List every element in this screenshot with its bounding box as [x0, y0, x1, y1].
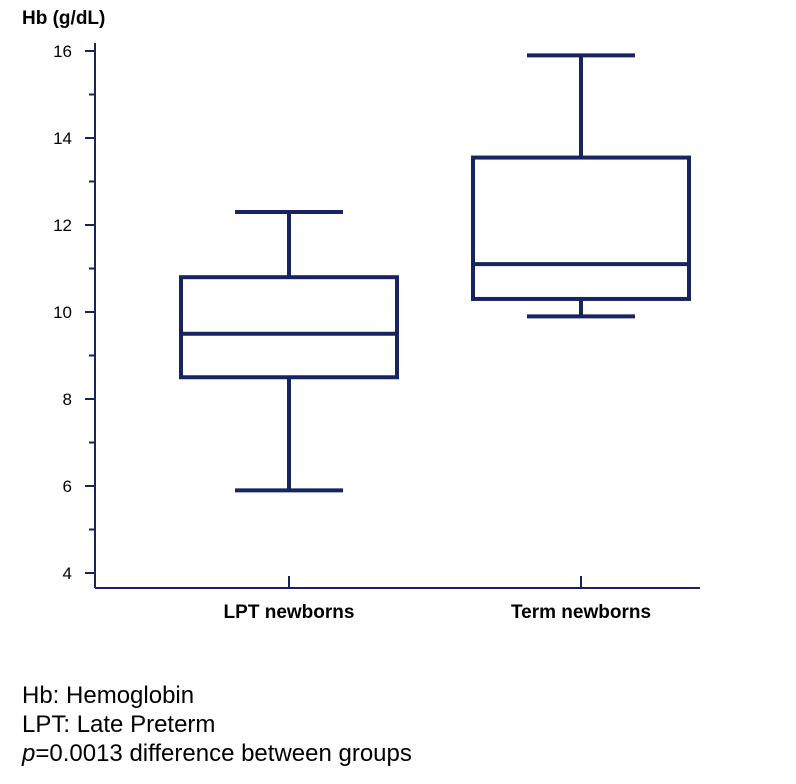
footnote-hb: Hb: Hemoglobin [22, 682, 195, 709]
box-plot-chart: Hb (g/dL) 4 6 8 10 12 14 16 LPT newborns Term n… [22, 8, 700, 623]
footnote-lpt: LPT: Late Preterm [22, 711, 216, 738]
y-axis-title: Hb (g/dL) [22, 8, 105, 29]
footnote-p-value: p=0.0013 difference between groups [22, 739, 782, 768]
y-tick-label: 6 [63, 477, 72, 496]
iqr-box [179, 275, 399, 380]
box-1 [179, 209, 399, 493]
x-axis: LPT newborns Term newborns [95, 576, 700, 623]
y-tick-label: 12 [53, 216, 72, 235]
x-tick-label: Term newborns [511, 602, 651, 623]
y-tick-label: 4 [63, 564, 72, 583]
y-tick-label: 16 [53, 42, 72, 61]
p-symbol: p [22, 740, 36, 767]
y-tick-label: 8 [63, 390, 72, 409]
iqr-box [471, 155, 691, 301]
x-tick-label: LPT newborns [224, 602, 355, 623]
y-tick-label: 10 [53, 303, 72, 322]
y-tick-label: 14 [53, 129, 72, 148]
p-value-text: =0.0013 difference between groups [35, 740, 412, 767]
y-axis: 4 6 8 10 12 14 16 [53, 42, 96, 588]
box-2 [471, 53, 691, 319]
box-series [179, 53, 691, 493]
footnotes: Hb: Hemoglobin LPT: Late Preterm p=0.001… [22, 681, 782, 768]
